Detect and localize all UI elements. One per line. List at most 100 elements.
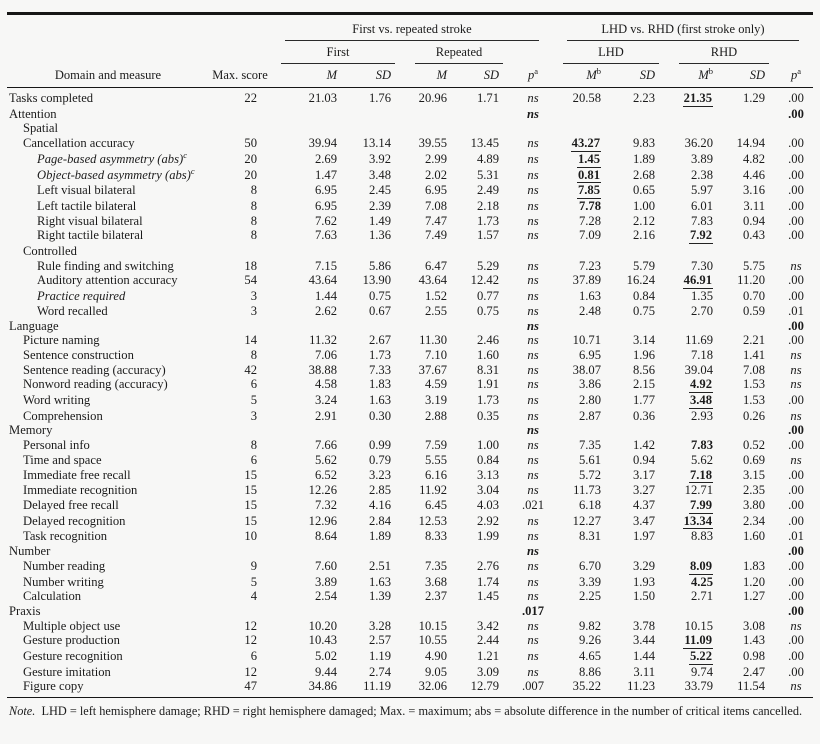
p-hemi-cell (779, 244, 813, 259)
lhd-sd-cell: 5.79 (632, 258, 655, 273)
lhd-m-cell: 8.31 (578, 529, 601, 544)
first-m-cell: 2.62 (314, 303, 337, 318)
rhd-sd-cell (727, 604, 779, 619)
rhd-sd-cell: 2.21 (742, 333, 765, 348)
max-score-cell: 8 (250, 438, 257, 453)
first-m-cell: 39.94 (308, 136, 337, 151)
rhd-m-cell: 7.30 (690, 258, 713, 273)
measure-label: Nonword reading (accuracy) (23, 377, 168, 392)
repeated-m-cell: 5.55 (424, 452, 447, 467)
lhd-sd-cell: 0.75 (632, 303, 655, 318)
first-sd-cell: 5.86 (368, 258, 391, 273)
lhd-m-cell: 7.78 (578, 198, 601, 213)
measure-label: Spatial (23, 121, 58, 136)
repeated-sd-cell: 0.75 (476, 303, 499, 318)
measure-label: Attention (9, 106, 57, 121)
first-m-cell: 4.58 (314, 377, 337, 392)
first-m-cell: 7.32 (314, 497, 337, 512)
p-stroke-cell: ns (527, 273, 539, 288)
first-m-cell: 5.62 (314, 452, 337, 467)
rhd-sd-cell: 0.70 (742, 289, 765, 304)
first-sd-cell: 1.19 (368, 649, 391, 664)
first-m-cell (271, 244, 351, 259)
rhd-sd-cell: 0.69 (742, 452, 765, 467)
repeated-m-cell: 11.92 (419, 483, 447, 498)
first-m-cell (271, 121, 351, 136)
repeated-m-cell: 6.95 (424, 183, 447, 198)
measure-label: Calculation (23, 589, 82, 604)
repeated-sd-cell: 5.29 (476, 258, 499, 273)
measure-label: Immediate free recall (23, 467, 131, 482)
p-stroke-cell: ns (527, 362, 539, 377)
first-m-cell: 11.32 (309, 333, 337, 348)
rhd-sd-cell: 3.11 (743, 198, 765, 213)
max-score-cell: 22 (244, 91, 257, 105)
rhd-m-cell: 13.34 (682, 513, 713, 530)
footnote-marker: c (190, 167, 195, 176)
col-header-lhd-m: Mb (553, 64, 615, 88)
first-sd-cell: 3.28 (368, 618, 391, 633)
p-stroke-cell: ns (527, 529, 539, 544)
repeated-sd-cell (461, 319, 513, 334)
p-hemi-cell: ns (779, 679, 814, 699)
rhd-m-cell: 4.25 (690, 574, 713, 589)
repeated-sd-cell: 1.60 (476, 347, 499, 362)
lhd-sd-cell: 0.36 (632, 408, 655, 423)
p-stroke-cell: ns (527, 289, 539, 304)
repeated-sd-cell: 1.99 (476, 529, 499, 544)
note-label: Note. (9, 704, 36, 719)
lhd-m-cell (553, 423, 615, 438)
first-m-cell: 6.95 (314, 183, 337, 198)
repeated-m-cell: 12.53 (418, 513, 447, 528)
table-row: Sentence construction 8 7.06 1.73 7.10 1.60 ns… (7, 348, 813, 363)
spanner-rhd: RHD (679, 41, 769, 64)
p-hemi-cell: .00 (788, 423, 804, 438)
rhd-sd-cell: 3.15 (742, 467, 765, 482)
first-m-cell: 3.89 (314, 574, 337, 589)
col-header-repeated-sd: SD (461, 64, 513, 88)
measure-label: Controlled (23, 244, 77, 259)
lhd-m-cell (553, 107, 615, 122)
max-score-cell: 47 (209, 679, 271, 699)
lhd-sd-cell (615, 604, 669, 619)
p-stroke-cell: .017 (521, 603, 545, 618)
rhd-m-cell: 2.70 (690, 303, 713, 318)
first-m-cell: 7.63 (314, 228, 337, 243)
repeated-m-cell: 11.30 (419, 333, 447, 348)
rhd-m-cell: 7.18 (688, 467, 713, 484)
rhd-m-cell (669, 423, 727, 438)
first-m-cell: 8.64 (314, 529, 337, 544)
results-table: First vs. repeated stroke LHD vs. RHD (f… (7, 12, 814, 699)
lhd-sd-cell: 11.23 (615, 679, 669, 699)
p-stroke-cell: ns (527, 333, 539, 348)
p-hemi-cell: .00 (788, 393, 804, 408)
repeated-sd-cell: 1.45 (476, 589, 499, 604)
repeated-sd-cell: 2.18 (476, 198, 499, 213)
repeated-m-cell: 43.64 (418, 273, 447, 288)
p-stroke-cell: ns (527, 167, 539, 182)
max-score-cell (209, 244, 271, 259)
rhd-sd-cell: 5.75 (742, 258, 765, 273)
max-score-cell: 3 (250, 408, 257, 423)
lhd-sd-cell: 1.97 (632, 529, 655, 544)
measure-label: Number reading (23, 558, 106, 573)
p-hemi-cell: .00 (788, 513, 804, 528)
lhd-m-cell: 2.48 (578, 303, 601, 318)
max-score-cell: 42 (244, 362, 257, 377)
first-sd-cell (351, 121, 405, 136)
lhd-sd-cell: 2.16 (632, 228, 655, 243)
table-row: Rule finding and switching 18 7.15 5.86 6.47… (7, 259, 813, 274)
first-sd-cell (351, 423, 405, 438)
lhd-sd-cell: 4.37 (632, 497, 655, 512)
lhd-m-cell: 6.70 (578, 558, 601, 573)
table-row: Nonword reading (accuracy) 6 4.58 1.83 4.59 1… (7, 377, 813, 394)
rhd-sd-cell: 1.83 (742, 558, 765, 573)
measure-label: Delayed recognition (23, 513, 126, 528)
measure-label: Tasks completed (9, 91, 94, 105)
lhd-m-cell (553, 244, 615, 259)
first-sd-cell (351, 604, 405, 619)
measure-label: Sentence reading (accuracy) (23, 362, 166, 377)
repeated-sd-cell (461, 244, 513, 259)
table-row: Time and space 6 5.62 0.79 5.55 0.84 ns 5.61 0.9… (7, 453, 813, 468)
first-m-cell: 9.44 (314, 664, 337, 679)
